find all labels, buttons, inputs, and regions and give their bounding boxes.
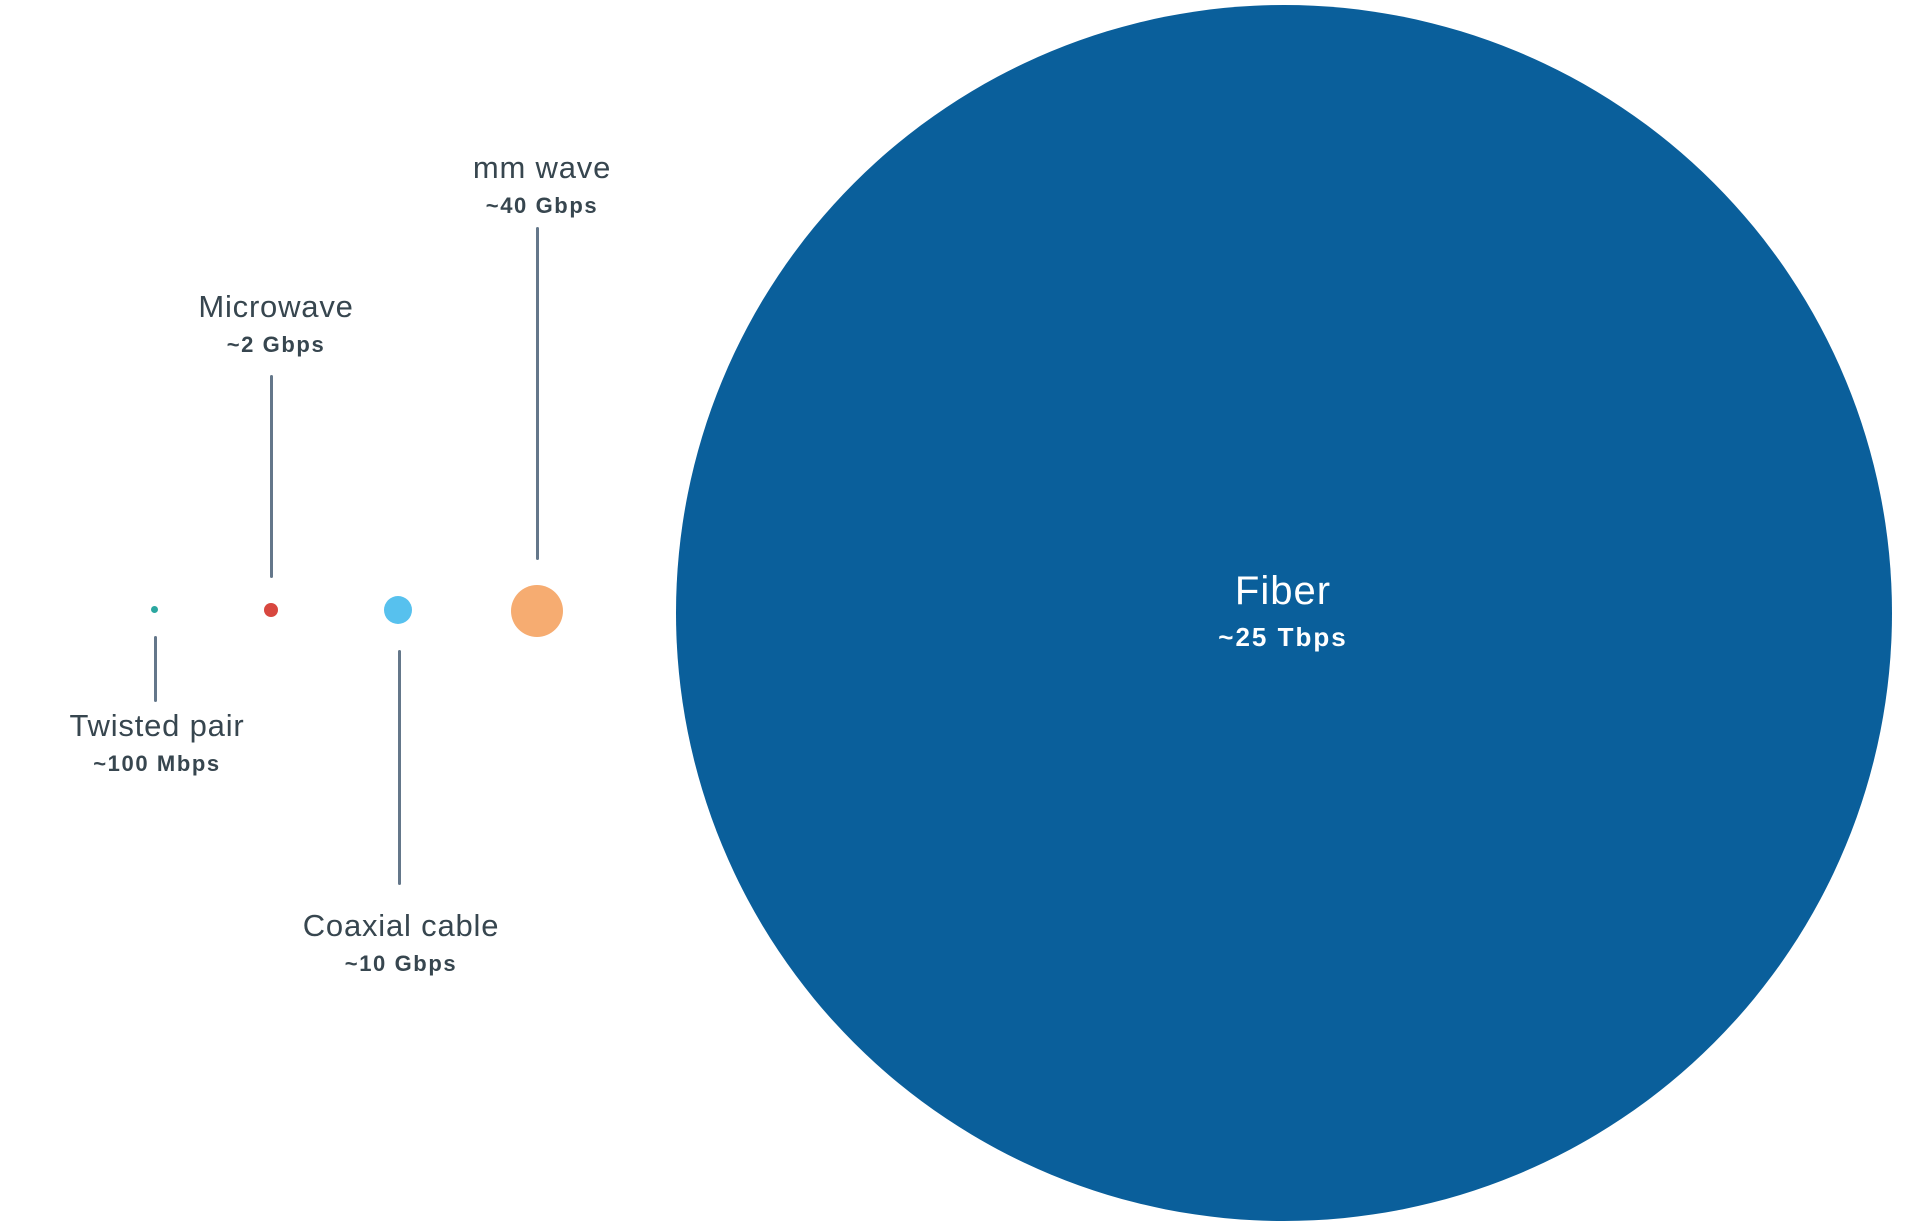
bubble-twisted-pair bbox=[151, 606, 158, 613]
label-twisted-pair: Twisted pair ~100 Mbps bbox=[70, 707, 245, 777]
label-microwave: Microwave ~2 Gbps bbox=[198, 288, 353, 358]
bubble-value-microwave: ~2 Gbps bbox=[226, 332, 326, 357]
leader-line-coaxial-cable bbox=[397, 650, 401, 885]
label-mm-wave: mm wave ~40 Gbps bbox=[473, 149, 611, 219]
bubble-value-fiber: ~25 Tbps bbox=[1218, 622, 1348, 652]
bubble-label-microwave: Microwave bbox=[198, 289, 354, 324]
bubble-label-mm-wave: mm wave bbox=[472, 150, 612, 185]
leader-line-twisted-pair bbox=[153, 636, 157, 702]
leader-line-mm-wave bbox=[535, 227, 539, 560]
bubble-label-fiber: Fiber bbox=[1234, 569, 1332, 613]
bubble-microwave bbox=[264, 603, 278, 617]
bubble-label-twisted-pair: Twisted pair bbox=[69, 708, 245, 743]
bubble-mm-wave bbox=[511, 585, 563, 637]
bubble-fiber bbox=[676, 5, 1892, 1221]
bubble-value-coaxial-cable: ~10 Gbps bbox=[344, 951, 458, 976]
bubble-value-mm-wave: ~40 Gbps bbox=[485, 193, 599, 218]
label-coaxial-cable: Coaxial cable ~10 Gbps bbox=[303, 907, 500, 977]
bubble-label-coaxial-cable: Coaxial cable bbox=[302, 908, 500, 943]
leader-line-microwave bbox=[269, 375, 273, 578]
label-fiber: Fiber ~25 Tbps bbox=[1218, 567, 1347, 653]
bubble-coaxial-cable bbox=[384, 596, 412, 624]
bubble-value-twisted-pair: ~100 Mbps bbox=[93, 751, 221, 776]
